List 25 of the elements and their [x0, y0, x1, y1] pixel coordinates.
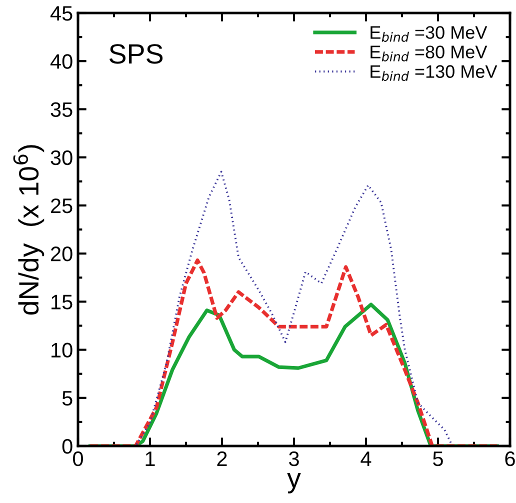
legend-label: E$_{bind}$ =30 MeV [370, 26, 488, 42]
x-tick-label: 0 [73, 451, 83, 466]
line-series [88, 302, 499, 446]
y-tick-label: 15 [52, 294, 72, 310]
y-axis-title: dN/dy (x 10$^{6}$) [13, 145, 44, 315]
legend-label: E$_{bind}$ =80 MeV [370, 46, 488, 62]
x-tick-label: 1 [146, 452, 155, 466]
x-axis-title: y [287, 472, 301, 494]
x-tick-label: 4 [360, 452, 372, 466]
y-tick-label: 45 [50, 6, 72, 21]
x-tick-label: 2 [217, 451, 227, 466]
y-tick-label: 5 [62, 391, 72, 406]
y-tick-label: 30 [50, 150, 72, 166]
x-tick-label: 5 [433, 452, 443, 466]
y-tick-label: 35 [50, 102, 72, 117]
y-tick-label: 40 [50, 54, 72, 69]
line-series [88, 258, 499, 446]
legend-label: E$_{bind}$ =130 MeV [370, 65, 498, 81]
y-tick-label: 25 [51, 198, 72, 214]
y-tick-label: 20 [51, 246, 72, 262]
y-tick-label: 10 [52, 342, 72, 358]
annotation: SPS [110, 44, 163, 64]
y-tick-label: 0 [62, 439, 72, 454]
x-tick-label: 6 [505, 451, 515, 466]
x-tick-label: 3 [289, 451, 299, 466]
